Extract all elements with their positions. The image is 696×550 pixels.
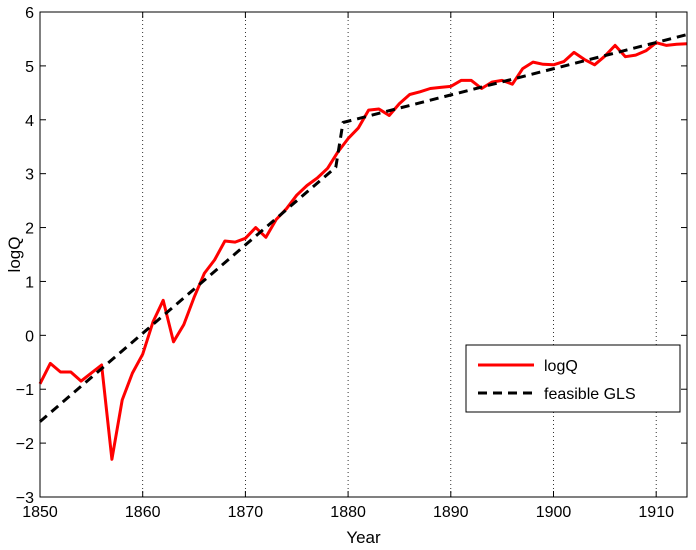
x-tick-label: 1870 [228,504,264,521]
plot-frame [39,11,688,498]
y-tick-label: 3 [25,167,34,184]
grid-lines [142,12,657,497]
x-tick-label: 1910 [638,504,674,521]
y-tick-label: −2 [16,436,34,453]
x-tick-label: 1880 [330,504,366,521]
y-tick-label: 1 [25,274,34,291]
y-axis-label: logQ [5,237,24,273]
legend-box [465,344,681,413]
x-tick-label: 1900 [536,504,572,521]
y-tick-label: 4 [25,113,34,130]
x-tick-label: 1860 [125,504,161,521]
y-tick-label: −1 [16,382,34,399]
y-tick-label: 0 [25,328,34,345]
y-tick-label: −3 [16,490,34,507]
plot-area [40,12,687,497]
series-lines [38,33,688,461]
legend-entry-logq: logQ [544,358,578,375]
axis-ticks: 1850 1860 1870 1880 1890 1900 1910 −3 −2 −1 0 1 2 3 4 5… [16,5,687,521]
x-tick-label: 1890 [433,504,469,521]
y-tick-label: 2 [25,221,34,238]
legend: logQ feasible GLS [465,344,681,413]
series-line-logq [38,41,688,461]
y-tick-label: 6 [25,5,34,22]
x-axis-label: Year [346,528,381,547]
y-tick-label: 5 [25,59,34,76]
legend-entry-feasible-gls: feasible GLS [544,386,636,403]
series-line-feasible-gls [39,33,688,423]
x-tick-label: 1850 [22,504,58,521]
